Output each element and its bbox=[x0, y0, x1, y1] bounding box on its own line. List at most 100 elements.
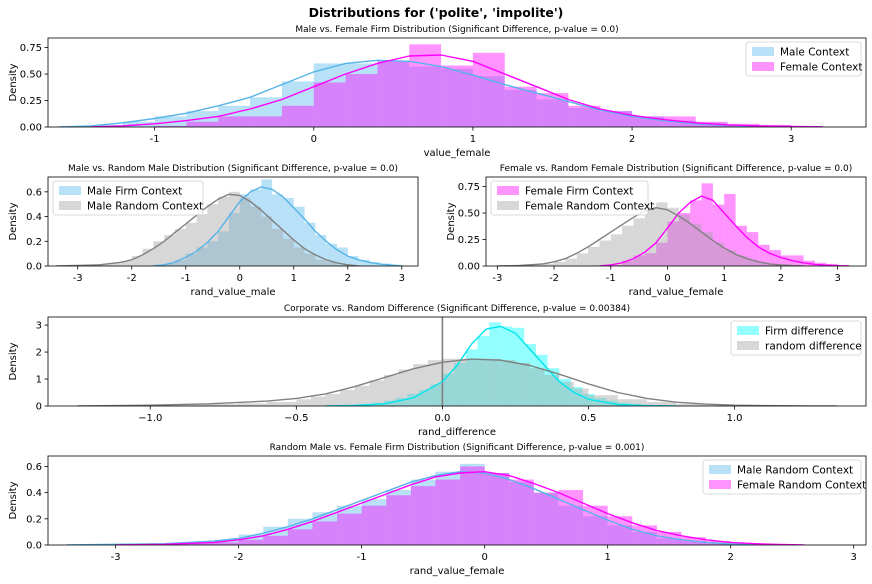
histogram-bar-series-a bbox=[345, 63, 378, 127]
histogram-bar-series-b bbox=[559, 381, 574, 406]
histogram-bar-series-a bbox=[535, 354, 548, 406]
plot-area bbox=[56, 179, 402, 266]
figure-suptitle: Distributions for ('polite', 'impolite') bbox=[308, 5, 564, 20]
histogram-bar-series-a bbox=[489, 322, 501, 406]
x-tick-label: 1 bbox=[604, 552, 610, 563]
histogram-bar-series-b bbox=[610, 234, 623, 266]
histogram-bar-series-b bbox=[644, 207, 657, 266]
histogram-bar-series-a bbox=[214, 539, 239, 545]
histogram-bar-series-a bbox=[509, 482, 534, 545]
y-tick-label: 0.2 bbox=[26, 237, 42, 248]
x-tick-label: 2 bbox=[728, 552, 734, 563]
x-tick-label: 0 bbox=[481, 552, 487, 563]
y-tick-label: 0.00 bbox=[458, 262, 480, 273]
histogram-bar-series-b bbox=[504, 86, 537, 127]
histogram-bar-series-a bbox=[174, 259, 186, 266]
histogram-bar-series-b bbox=[189, 543, 215, 545]
histogram-bar-series-b bbox=[281, 105, 314, 127]
histogram-bar-series-b bbox=[646, 401, 677, 406]
histogram-bar-series-b bbox=[337, 513, 362, 545]
histogram-bar-series-b bbox=[531, 264, 543, 266]
histogram-bar-series-b bbox=[558, 490, 584, 545]
histogram-bar-series-b bbox=[239, 198, 251, 266]
histogram-bar-series-b bbox=[263, 535, 288, 545]
histogram-bar-series-b bbox=[632, 116, 664, 127]
legend-label: Firm difference bbox=[765, 326, 844, 338]
x-tick-label: 1 bbox=[291, 273, 297, 284]
histogram-bar-series-a bbox=[607, 525, 633, 545]
histogram-bar-series-a bbox=[409, 66, 442, 127]
histogram-bar-series-b bbox=[471, 358, 487, 406]
histogram-bar-series-a bbox=[272, 194, 283, 266]
histogram-bar-series-b bbox=[617, 399, 647, 406]
histogram-bar-series-a bbox=[583, 516, 608, 545]
histogram-bar-series-a bbox=[524, 343, 536, 406]
y-tick-label: 0.25 bbox=[458, 235, 480, 246]
histogram-bar-series-a bbox=[701, 183, 713, 266]
histogram-bar-series-a bbox=[667, 221, 679, 266]
histogram-bar-series-a bbox=[792, 255, 804, 266]
histogram-bar-series-b bbox=[599, 240, 611, 266]
y-tick-label: 0.2 bbox=[26, 514, 42, 525]
kde-line-series-b bbox=[90, 54, 824, 127]
legend-swatch bbox=[59, 186, 81, 195]
histogram-bar-series-b bbox=[369, 380, 384, 406]
x-tick-label: -2 bbox=[549, 273, 559, 284]
histogram-bar-series-a bbox=[419, 389, 431, 406]
chart-title: Male vs. Random Male Distribution (Signi… bbox=[68, 164, 398, 174]
axes-frame bbox=[47, 37, 867, 128]
legend-label: Male Context bbox=[780, 47, 849, 59]
legend: Female Firm Context Female Random Context bbox=[490, 180, 654, 216]
histogram-bar-series-b bbox=[218, 116, 251, 127]
histogram-bar-series-a bbox=[512, 327, 525, 406]
histogram-bar-series-b bbox=[345, 74, 378, 127]
legend-label: Female Random Context bbox=[525, 201, 654, 213]
histogram-bar-series-b bbox=[678, 215, 691, 266]
histogram-bar-series-a bbox=[395, 397, 408, 406]
histogram-bar-series-b bbox=[746, 259, 759, 266]
histogram-bar-series-b bbox=[515, 362, 531, 406]
histogram-bar-series-b bbox=[410, 486, 436, 545]
x-tick-label: 3 bbox=[788, 134, 794, 145]
histogram-bar-series-b bbox=[712, 242, 725, 266]
y-axis-label: Density bbox=[8, 63, 19, 101]
histogram-bar-series-a bbox=[430, 384, 443, 406]
legend-box bbox=[730, 320, 862, 356]
x-tick-label: 3 bbox=[851, 552, 857, 563]
histogram-bar-series-a bbox=[681, 541, 707, 545]
y-axis-label: Density bbox=[8, 202, 19, 240]
y-tick-label: 0.6 bbox=[26, 187, 42, 198]
histogram-bar-series-a bbox=[293, 206, 305, 266]
legend-swatch bbox=[497, 201, 519, 210]
chart-title: Female vs. Random Female Distribution (S… bbox=[500, 164, 852, 174]
y-axis-label: Density bbox=[8, 342, 19, 380]
histogram-bar-series-b bbox=[398, 369, 414, 406]
histogram-bar-series-a bbox=[477, 335, 490, 406]
x-tick-label: -3 bbox=[111, 552, 121, 563]
histogram-bar-series-b bbox=[701, 232, 713, 266]
histogram-bar-series-b bbox=[690, 223, 702, 266]
histogram-bar-series-a bbox=[735, 225, 747, 266]
histogram-bar-series-b bbox=[153, 241, 165, 266]
histogram-bar-series-a bbox=[656, 242, 668, 266]
x-tick-label: 1 bbox=[470, 134, 476, 145]
histogram-bar-series-a bbox=[472, 76, 505, 127]
axes-background bbox=[48, 317, 866, 406]
y-tick-label: 0.4 bbox=[26, 488, 42, 499]
histogram-bar-series-b bbox=[565, 258, 577, 266]
histogram-bar-series-a bbox=[460, 463, 485, 545]
histogram-bar-series-b bbox=[272, 228, 283, 266]
histogram-bar-series-b bbox=[150, 405, 180, 406]
histogram-bar-series-b bbox=[588, 395, 618, 406]
histogram-bar-series-b bbox=[237, 403, 268, 406]
histogram-bar-series-b bbox=[457, 358, 472, 406]
histogram-bar-series-b bbox=[218, 196, 229, 266]
histogram-bar-series-b bbox=[315, 259, 327, 266]
x-tick-label: 0 bbox=[664, 273, 670, 284]
histogram-bar-series-a bbox=[347, 256, 359, 266]
histogram-bar-series-b bbox=[576, 253, 589, 266]
x-tick-label: -3 bbox=[73, 273, 83, 284]
legend-label: Female Context bbox=[780, 62, 862, 74]
y-tick-label: 0.4 bbox=[26, 212, 42, 223]
panel-corporate-vs-random-difference: −1.0 −0.5 0.0 0.5 1.0 0 1 2 3 Corporate vs. Rando… bbox=[8, 304, 867, 438]
